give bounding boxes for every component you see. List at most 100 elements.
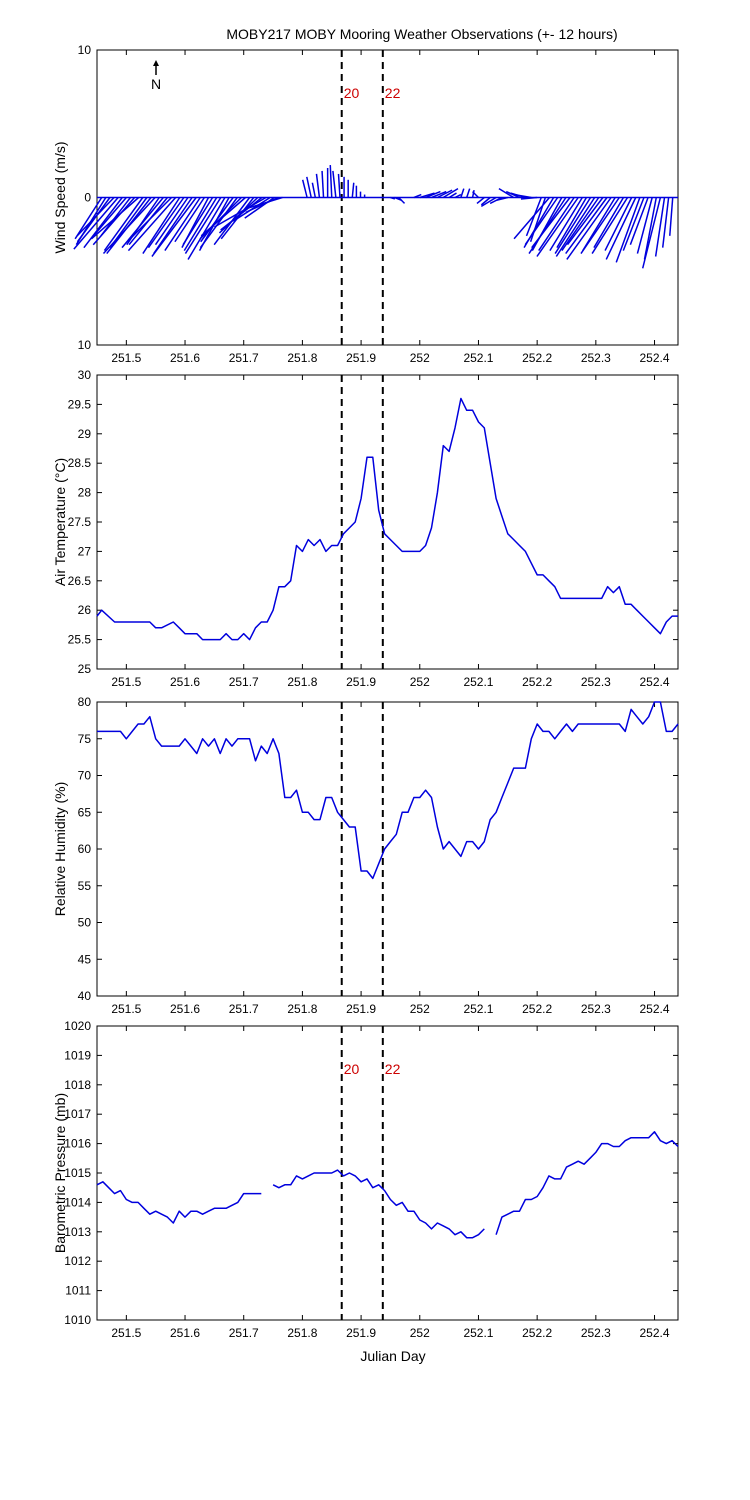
x-tick-label: 251.8 [287,351,317,365]
north-label: N [151,76,161,92]
y-tick-label: 1011 [65,1284,91,1298]
x-tick-label: 251.7 [229,1002,259,1016]
wind-vector [661,197,670,248]
wind-vector [214,196,267,228]
wind-vector [90,197,127,240]
wind-vector [76,196,115,237]
y-tick-label: 1012 [64,1254,91,1268]
x-tick-label: 251.6 [170,675,200,689]
x-tick-label: 252.2 [522,675,552,689]
wind-vector [471,189,475,198]
wind-vector [329,165,333,198]
wind-vector [306,176,312,198]
x-tick-label: 251.7 [229,675,259,689]
x-tick-label: 251.8 [287,1326,317,1340]
x-tick-label: 252.1 [463,1002,493,1016]
wind-vector [390,196,396,200]
x-tick-label: 251.6 [170,351,200,365]
wind-vector [556,197,588,249]
wind-vector [311,182,317,198]
wind-vector [332,170,337,198]
wind-vector [183,197,218,251]
x-tick-label: 252.3 [581,1326,611,1340]
y-tick-label: 25.5 [68,633,92,647]
wind-vector [243,196,283,211]
y-tick-label: 1015 [64,1166,91,1180]
wind-vector [566,197,604,246]
x-tick-label: 251.5 [111,1326,141,1340]
wind-vector [398,196,406,204]
y-tick-label: 45 [78,952,92,966]
wind-vector [549,197,583,251]
x-tick-label: 252 [410,675,430,689]
y-tick-label: 1013 [64,1225,91,1239]
wind-vector [92,197,136,246]
air-temp-panel: 251.5 251.6 251.7 251.8 251.9 252 252.1 252.2 25… [52,368,679,689]
wind-vector [505,190,520,199]
pressure-series-line [495,1131,679,1235]
wind-vector [593,197,625,249]
wind-vector [460,188,465,198]
x-tick-label: 252.1 [463,351,493,365]
pressure-series-line [96,1181,262,1224]
wind-vector [413,193,422,199]
x-tick-label: 251.9 [346,1326,376,1340]
y-tick-label: 75 [78,732,92,746]
wind-vector [437,189,453,199]
x-tick-label: 252.1 [463,675,493,689]
wind-vector [520,196,538,200]
y-tick-label: 25 [78,662,92,676]
wind-vector [641,197,662,269]
x-tick-label: 252.4 [640,351,670,365]
y-tick-label: 28.5 [68,456,92,470]
x-tick-label: 252.4 [640,1002,670,1016]
x-tick-label: 252.3 [581,351,611,365]
wind-vector [480,196,491,206]
wind-vector [337,173,341,198]
wind-vector [142,197,181,254]
x-tick-label: 251.9 [346,1002,376,1016]
wind-vector [442,188,459,199]
wind-vector [351,182,355,198]
wind-vector [531,197,571,249]
y-tick-label: 1017 [64,1107,91,1121]
x-tick-label: 251.5 [111,1002,141,1016]
wind-panel: 251.5 251.6 251.7 251.8 251.9 252 252.1 252.2 25… [52,43,679,365]
y-tick-label: 1016 [64,1137,91,1151]
y-tick-label: 55 [78,879,92,893]
wind-vector [513,193,532,199]
wind-vector [591,197,629,254]
wind-vector [184,197,222,254]
x-tick-label: 252.4 [640,675,670,689]
wind-vector [102,196,156,255]
wind-vector [126,196,173,243]
y-tick-label: 1019 [64,1048,91,1062]
wind-vector [472,191,479,199]
air-temp-axes-box [96,374,679,670]
wind-vector [466,188,471,198]
wind-vector [495,196,508,202]
wind-vector [74,197,103,240]
wind-vector [538,197,575,252]
humidity-y-label: Relative Humidity (%) [52,782,68,917]
north-arrow-icon [153,60,159,66]
wind-vector [454,193,462,199]
wind-vector [622,197,645,251]
x-tick-label: 251.9 [346,351,376,365]
wind-vector [636,197,653,254]
wind-vector [561,197,600,252]
x-tick-label: 251.6 [170,1002,200,1016]
y-tick-label: 65 [78,805,92,819]
wind-vector [654,197,666,257]
wind-vector [513,197,551,240]
humidity-axes-box [96,701,679,997]
wind-vector [629,197,649,245]
y-tick-label: 27 [78,544,92,558]
air-temp-series-line [96,397,678,641]
wind-vector [480,196,497,207]
y-tick-label: 30 [78,368,92,382]
wind-vector [182,197,214,246]
x-tick-label: 252 [410,1326,430,1340]
x-tick-label: 251.6 [170,1326,200,1340]
wind-vector [200,196,246,237]
